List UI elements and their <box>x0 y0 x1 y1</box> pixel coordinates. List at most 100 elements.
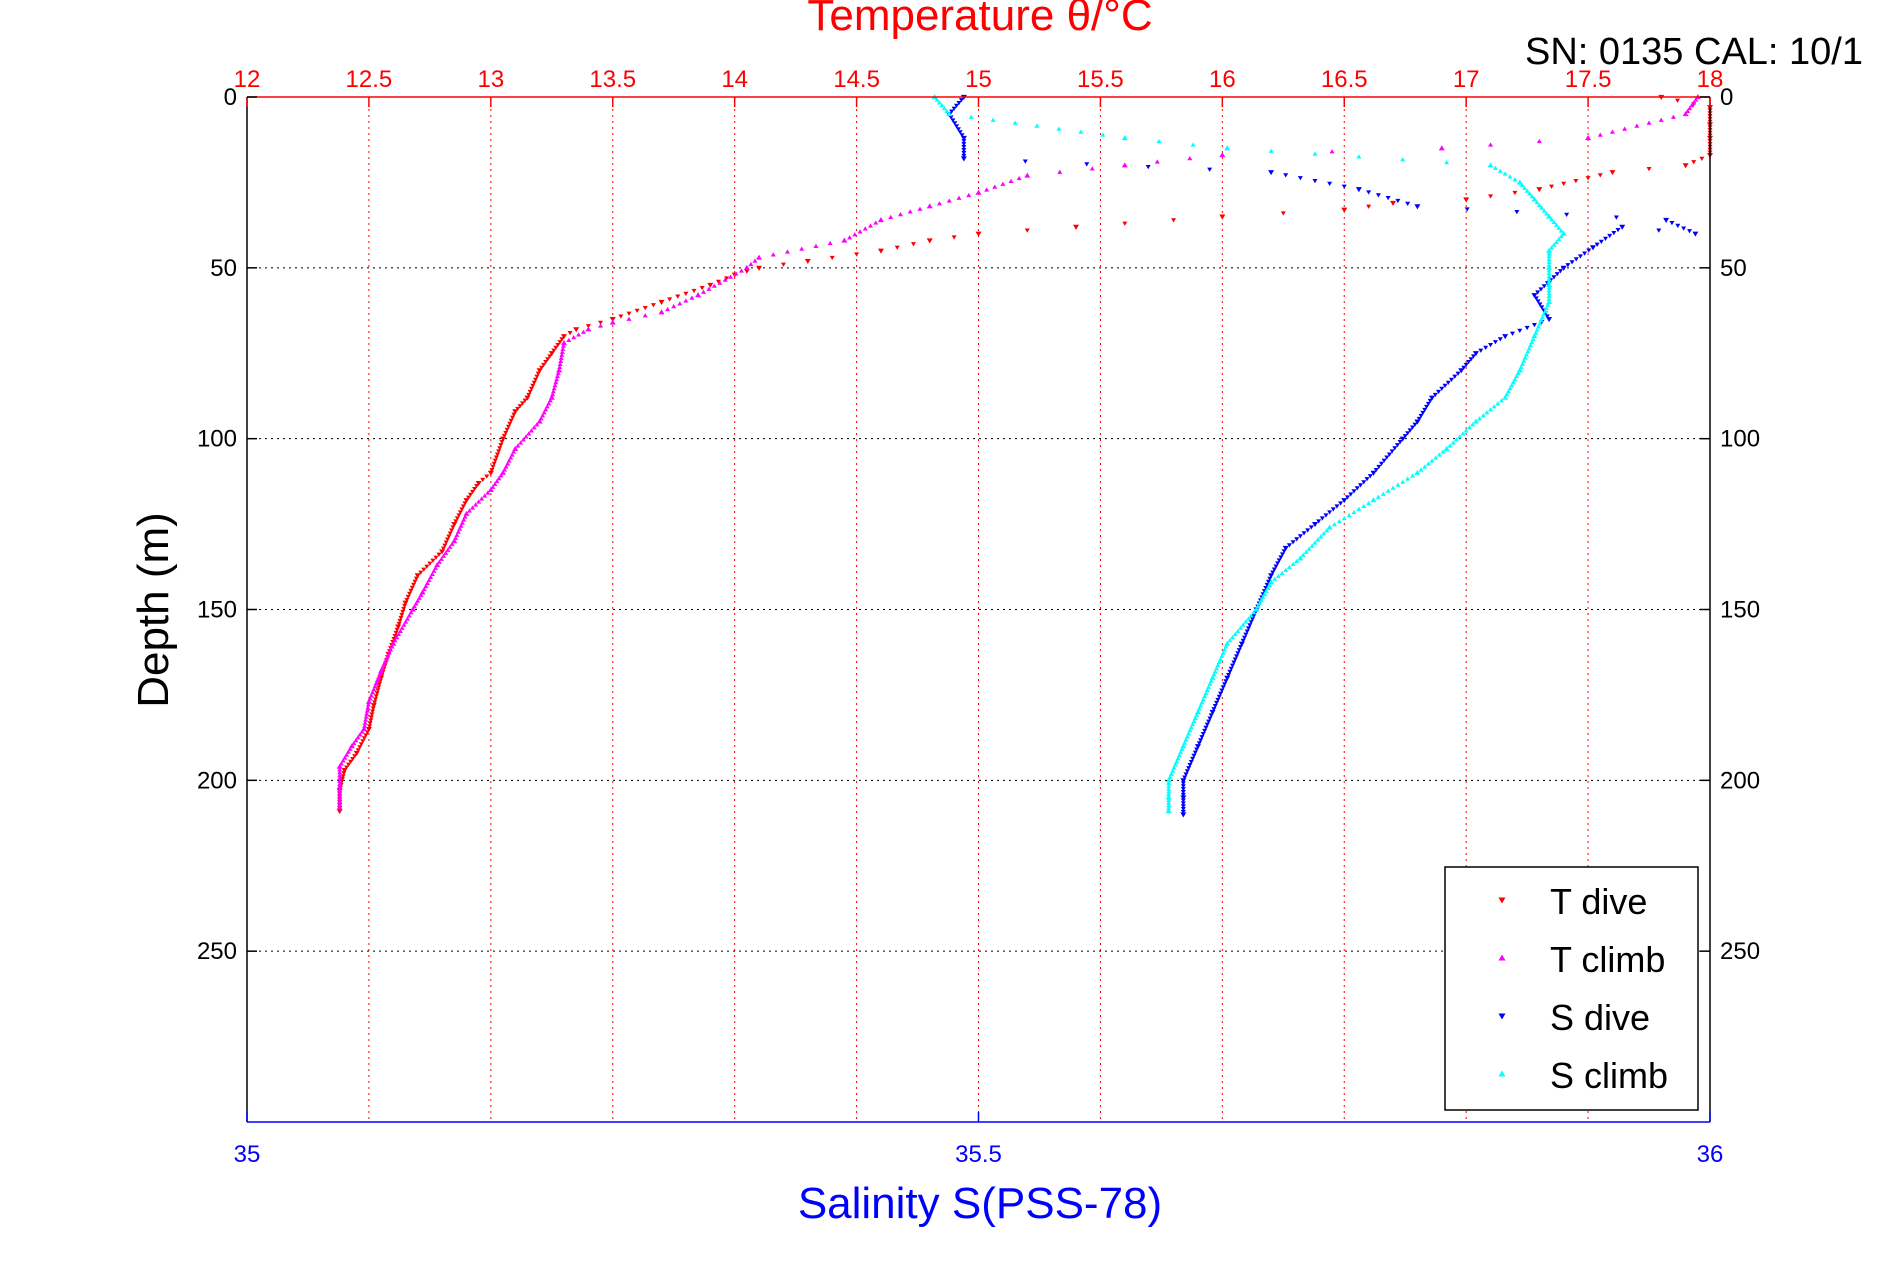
data-point <box>576 332 582 337</box>
data-point <box>1156 138 1162 144</box>
data-point <box>894 245 900 250</box>
data-point <box>1564 212 1570 218</box>
data-point <box>344 765 350 770</box>
data-point <box>559 352 565 357</box>
data-point <box>427 561 433 566</box>
data-point <box>363 733 369 738</box>
bottom-tick-label: 36 <box>1697 1141 1724 1168</box>
data-point <box>1670 114 1676 119</box>
data-point <box>1414 469 1421 475</box>
data-point <box>1517 328 1523 333</box>
data-point <box>368 715 374 720</box>
data-point <box>555 342 561 348</box>
data-point <box>1192 715 1198 720</box>
data-point <box>1279 552 1285 557</box>
data-point <box>374 691 380 696</box>
data-point <box>1354 486 1360 491</box>
data-point <box>403 619 409 624</box>
data-point <box>359 729 365 734</box>
data-point <box>917 206 923 211</box>
data-point <box>1622 126 1628 131</box>
data-point <box>1235 628 1241 633</box>
data-point <box>1497 168 1503 173</box>
data-point <box>1166 797 1172 802</box>
data-point <box>337 770 343 775</box>
data-point <box>560 346 566 351</box>
data-point <box>1551 275 1557 280</box>
data-point <box>1361 503 1367 508</box>
data-point <box>1460 431 1466 436</box>
data-point <box>1541 208 1547 213</box>
data-point <box>388 647 394 652</box>
data-point <box>468 492 474 497</box>
data-point <box>1412 422 1418 427</box>
y-tick-label-left: 200 <box>197 767 237 794</box>
data-point <box>1194 744 1201 750</box>
data-point <box>424 564 430 569</box>
data-point <box>566 337 572 343</box>
data-point <box>1312 151 1318 156</box>
data-point <box>1544 211 1550 216</box>
data-point <box>365 702 371 707</box>
data-point <box>405 594 411 600</box>
data-point <box>1514 210 1520 215</box>
data-point <box>1546 264 1553 270</box>
data-point <box>1480 413 1486 418</box>
data-point <box>1502 334 1509 340</box>
data-point <box>706 286 712 291</box>
data-point <box>770 252 776 257</box>
data-point <box>1207 716 1213 721</box>
data-point <box>1470 422 1476 427</box>
series-s-climb <box>931 94 1567 814</box>
data-point <box>717 280 723 285</box>
data-point <box>1390 200 1397 206</box>
data-point <box>1487 162 1494 168</box>
data-point <box>1275 561 1281 566</box>
legend-label: T climb <box>1550 939 1665 980</box>
top-tick-label: 14.5 <box>833 66 880 93</box>
data-point <box>1258 597 1264 603</box>
data-point <box>1689 103 1695 108</box>
data-point <box>1499 398 1505 403</box>
data-point <box>1206 719 1212 724</box>
data-point <box>1183 772 1189 777</box>
data-point <box>1549 216 1555 222</box>
data-point <box>503 430 509 436</box>
data-point <box>1675 223 1681 228</box>
data-point <box>1308 525 1314 530</box>
data-point <box>1416 416 1422 422</box>
data-point <box>1024 172 1031 178</box>
data-point <box>1453 437 1459 442</box>
data-point <box>1536 202 1542 207</box>
data-point <box>433 555 439 560</box>
data-point <box>1346 512 1352 518</box>
legend-box <box>1444 866 1699 1111</box>
data-point <box>337 790 343 795</box>
data-point <box>411 582 417 587</box>
data-point <box>1375 193 1381 198</box>
data-point <box>1488 407 1494 412</box>
data-point <box>939 103 945 108</box>
top-tick-label: 12 <box>234 66 261 93</box>
data-point <box>336 763 343 769</box>
data-point <box>492 458 498 463</box>
data-point <box>1191 753 1197 758</box>
top-tick-label: 17 <box>1453 66 1480 93</box>
data-point <box>873 220 879 225</box>
top-tick-label: 17.5 <box>1565 66 1612 93</box>
data-point <box>462 514 468 519</box>
data-point <box>960 156 967 162</box>
data-point <box>1375 494 1381 499</box>
data-point <box>724 276 730 281</box>
legend: T dive T climb S dive S climb <box>1444 866 1699 1111</box>
data-point <box>1326 524 1333 530</box>
data-point <box>348 759 354 765</box>
data-point <box>1218 691 1224 696</box>
data-point <box>968 114 974 119</box>
data-point <box>449 528 455 533</box>
data-point <box>642 313 648 318</box>
data-point <box>1533 296 1539 301</box>
data-point <box>1194 712 1200 717</box>
top-tick-labels: 12 12.5 13 13.5 14 14.5 15 15.5 16 16.5 17 17.5 18 <box>234 66 1723 107</box>
data-point <box>393 630 399 636</box>
